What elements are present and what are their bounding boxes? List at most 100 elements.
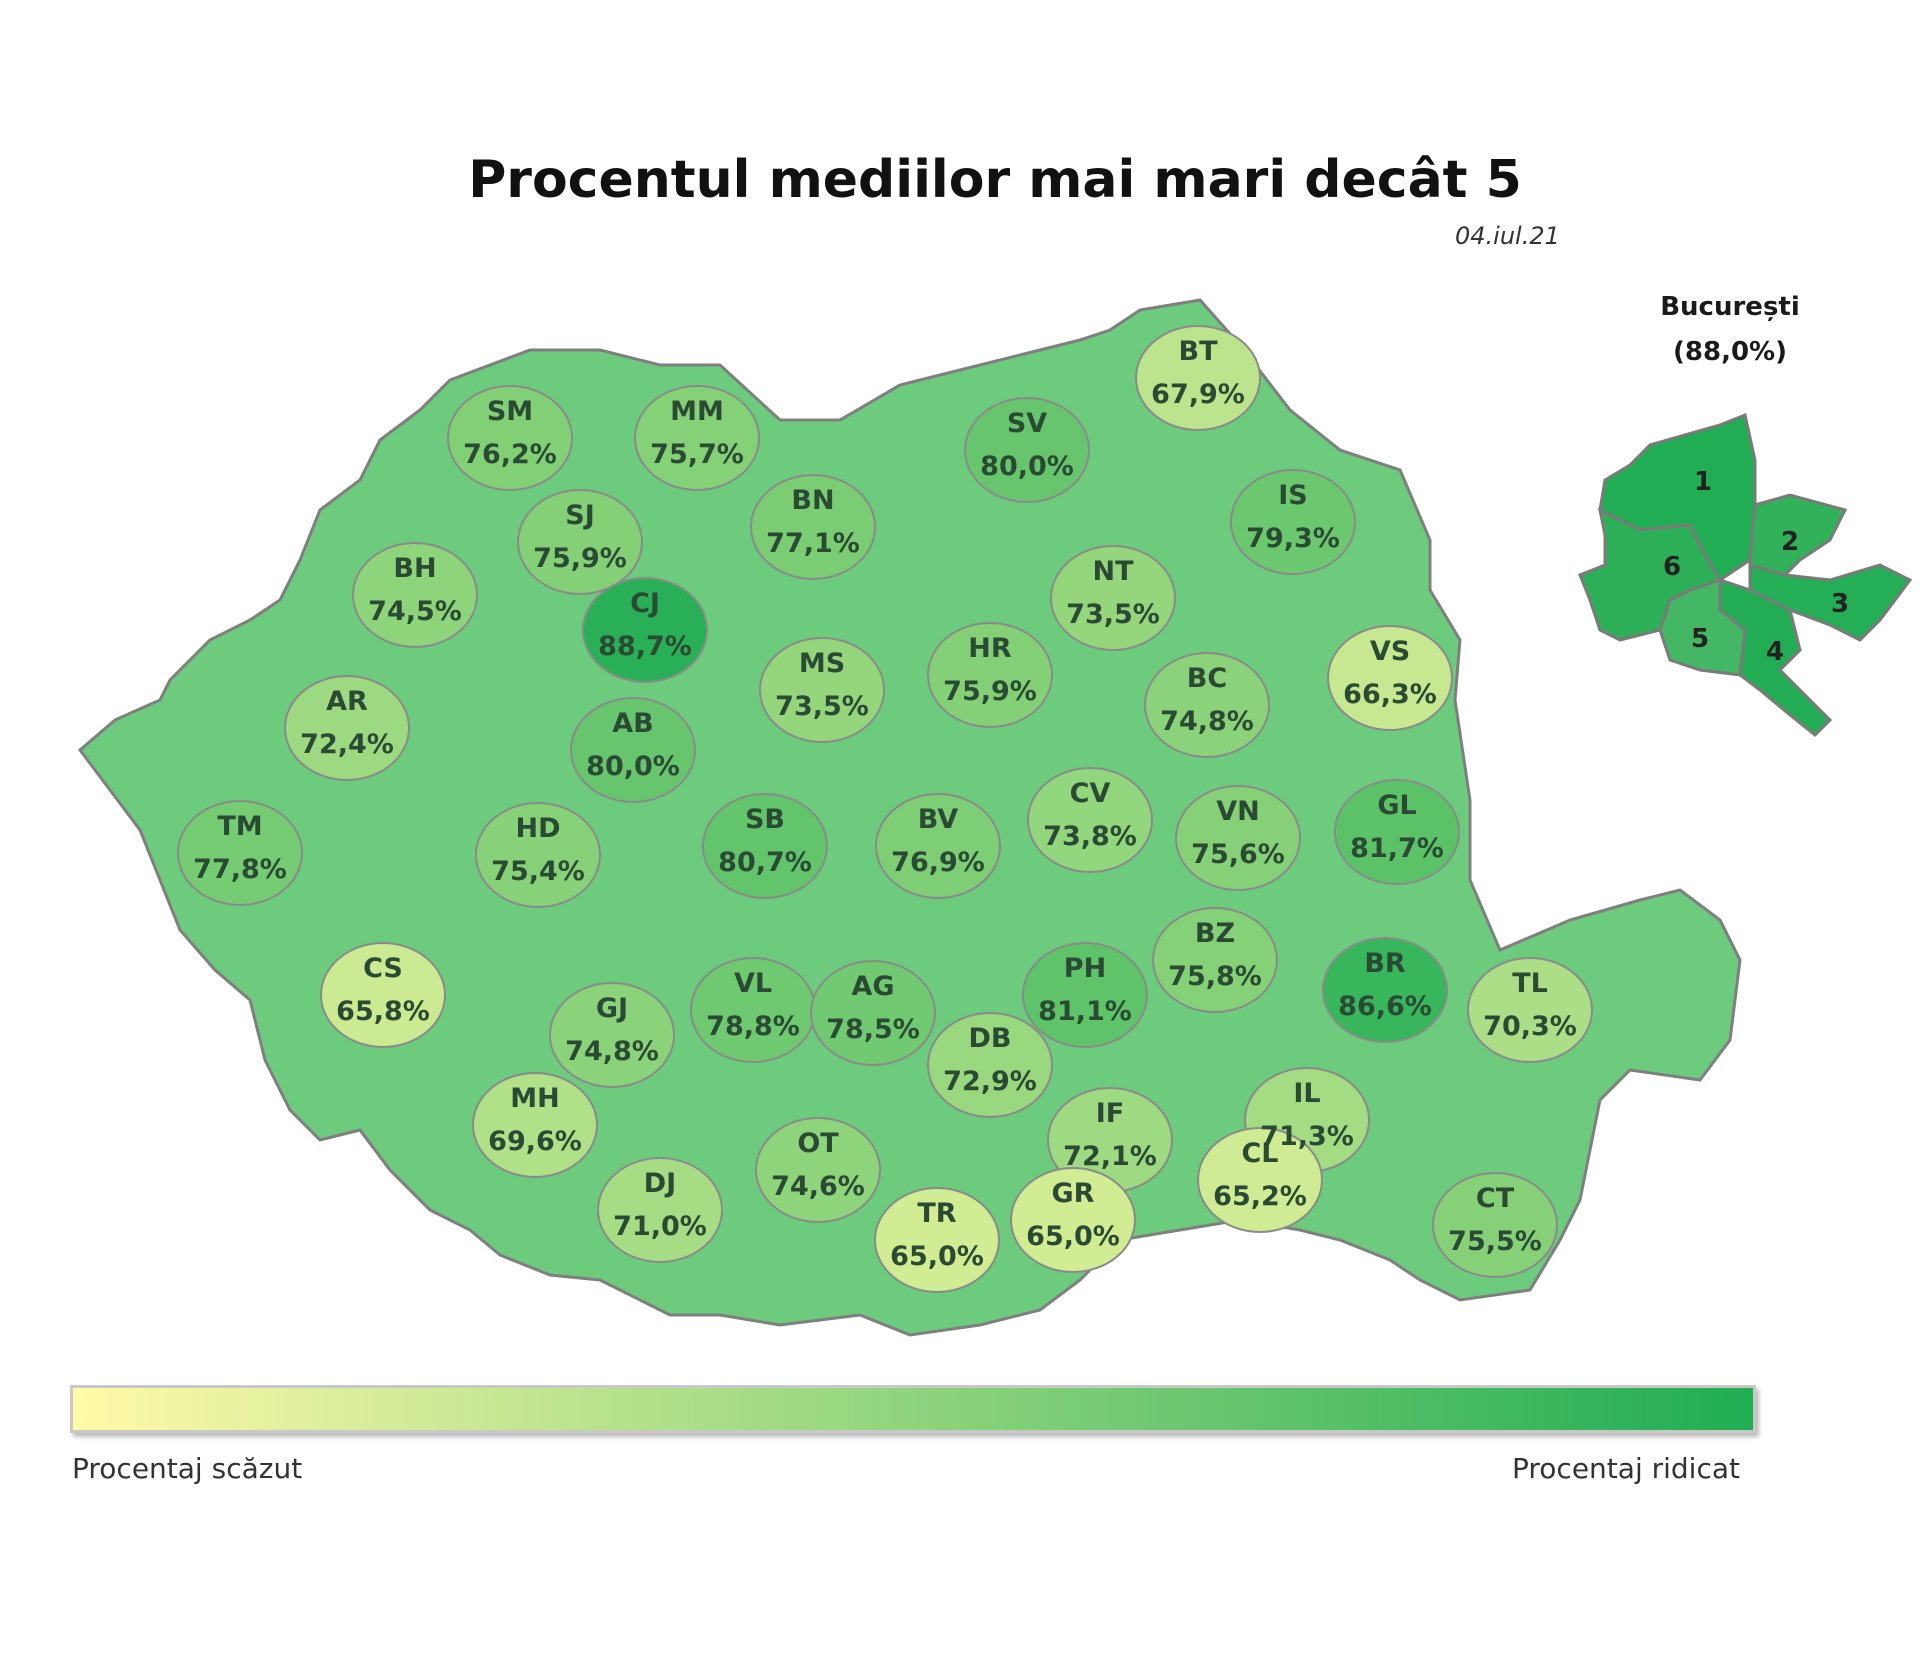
county-code-ct: CT: [1476, 1183, 1515, 1214]
county-code-bt: BT: [1179, 336, 1219, 367]
county-value-ar: 72,4%: [300, 729, 394, 760]
county-value-mm: 75,7%: [650, 439, 744, 470]
county-code-cj: CJ: [630, 588, 660, 619]
county-region-mm: [634, 385, 760, 491]
bucuresti-sector-label: 5: [1691, 624, 1709, 654]
county-region-tr: [874, 1187, 1000, 1293]
county-region-sb: [702, 793, 828, 899]
county-region-cj: [582, 577, 708, 683]
county-value-vs: 66,3%: [1343, 679, 1437, 710]
county-value-gr: 65,0%: [1026, 1221, 1120, 1252]
county-value-tr: 65,0%: [890, 1241, 984, 1272]
county-value-tl: 70,3%: [1483, 1011, 1577, 1042]
county-region-bv: [875, 793, 1001, 899]
county-value-ph: 81,1%: [1038, 996, 1132, 1027]
map-title: Procentul mediilor mai mari decât 5: [468, 150, 1522, 210]
county-region-ag: [810, 960, 936, 1066]
county-region-tl: [1467, 957, 1593, 1063]
bucuresti-sector-label: 4: [1766, 637, 1784, 667]
legend-low-label: Procentaj scăzut: [72, 1452, 303, 1485]
map-date: 04.iul.21: [1455, 222, 1560, 250]
county-code-ag: AG: [851, 971, 894, 1002]
county-code-vs: VS: [1370, 636, 1410, 667]
county-value-if: 72,1%: [1063, 1141, 1157, 1172]
county-region-bh: [352, 542, 478, 648]
county-code-gl: GL: [1377, 790, 1416, 821]
county-value-bz: 75,8%: [1168, 961, 1262, 992]
county-value-sm: 76,2%: [463, 439, 557, 470]
county-region-nt: [1050, 545, 1176, 651]
bucuresti-sector-6: [1578, 507, 1723, 642]
bucuresti-sector-3: [1748, 563, 1913, 642]
bucuresti-sector-label: 1: [1694, 467, 1712, 497]
county-region-gr: [1010, 1167, 1136, 1273]
county-value-hr: 75,9%: [943, 676, 1037, 707]
county-region-ms: [759, 637, 885, 743]
county-region-ct: [1432, 1172, 1558, 1278]
county-value-mh: 69,6%: [488, 1126, 582, 1157]
county-code-sb: SB: [745, 804, 785, 835]
county-code-cs: CS: [363, 953, 403, 984]
county-value-sv: 80,0%: [980, 451, 1074, 482]
legend-color-scale: [70, 1385, 1756, 1433]
county-region-mh: [472, 1072, 598, 1178]
county-region-cl: [1197, 1127, 1323, 1233]
county-value-ot: 74,6%: [771, 1171, 865, 1202]
bucuresti-sector-label: 6: [1663, 552, 1681, 582]
county-region-ar: [284, 675, 410, 781]
county-code-cv: CV: [1070, 778, 1111, 809]
county-value-db: 72,9%: [943, 1066, 1037, 1097]
county-value-bt: 67,9%: [1151, 379, 1245, 410]
county-code-ot: OT: [797, 1128, 839, 1159]
county-code-db: DB: [969, 1023, 1012, 1054]
bucuresti-inset: București (88,0%) 1 2 3 4 5 6: [1578, 292, 1913, 738]
county-code-bv: BV: [918, 804, 958, 835]
county-value-ct: 75,5%: [1448, 1226, 1542, 1257]
county-value-cv: 73,8%: [1043, 821, 1137, 852]
county-region-bc: [1144, 652, 1270, 758]
county-code-hr: HR: [968, 633, 1012, 664]
county-value-bv: 76,9%: [891, 847, 985, 878]
county-value-sb: 80,7%: [718, 847, 812, 878]
county-region-hr: [927, 622, 1053, 728]
county-code-il: IL: [1293, 1078, 1320, 1109]
county-value-ab: 80,0%: [586, 751, 680, 782]
county-value-vl: 78,8%: [706, 1011, 800, 1042]
county-code-hd: HD: [515, 813, 560, 844]
county-code-bc: BC: [1187, 663, 1227, 694]
county-region-vs: [1327, 625, 1453, 731]
romania-county-map: SM 76,2% MM 75,7% BT 67,9% SV 80,0% SJ 75,9% BN 77,…: [77, 292, 1913, 1337]
county-region-db: [927, 1012, 1053, 1118]
county-code-tr: TR: [917, 1198, 956, 1229]
county-region-dj: [597, 1157, 723, 1263]
county-code-if: IF: [1096, 1098, 1125, 1129]
bucuresti-value: (88,0%): [1673, 337, 1787, 367]
bucuresti-sector-2: [1748, 493, 1848, 577]
county-region-bz: [1152, 907, 1278, 1013]
county-value-cl: 65,2%: [1213, 1181, 1307, 1212]
county-code-ms: MS: [799, 648, 845, 679]
county-value-is: 79,3%: [1246, 523, 1340, 554]
county-region-cs: [320, 942, 446, 1048]
county-value-bc: 74,8%: [1160, 706, 1254, 737]
county-region-sm: [447, 385, 573, 491]
county-region-bt: [1135, 325, 1261, 431]
county-code-sm: SM: [487, 396, 533, 427]
bucuresti-sector-label: 3: [1831, 589, 1849, 619]
bucuresti-sector-label: 2: [1781, 527, 1799, 557]
county-value-bh: 74,5%: [368, 596, 462, 627]
county-code-bh: BH: [393, 553, 436, 584]
county-code-tm: TM: [217, 811, 262, 842]
county-code-dj: DJ: [644, 1168, 676, 1199]
county-code-cl: CL: [1241, 1138, 1278, 1169]
county-code-vl: VL: [734, 968, 772, 999]
county-region-gl: [1334, 779, 1460, 885]
county-region-br: [1322, 937, 1448, 1043]
legend-high-label: Procentaj ridicat: [1512, 1452, 1740, 1485]
county-code-ab: AB: [612, 708, 653, 739]
county-code-sv: SV: [1007, 408, 1047, 439]
county-value-cj: 88,7%: [598, 631, 692, 662]
county-region-is: [1230, 469, 1356, 575]
county-labels: SM 76,2% MM 75,7% BT 67,9% SV 80,0% SJ 75,9% BN 77,…: [193, 336, 1577, 1272]
county-code-mh: MH: [510, 1083, 559, 1114]
